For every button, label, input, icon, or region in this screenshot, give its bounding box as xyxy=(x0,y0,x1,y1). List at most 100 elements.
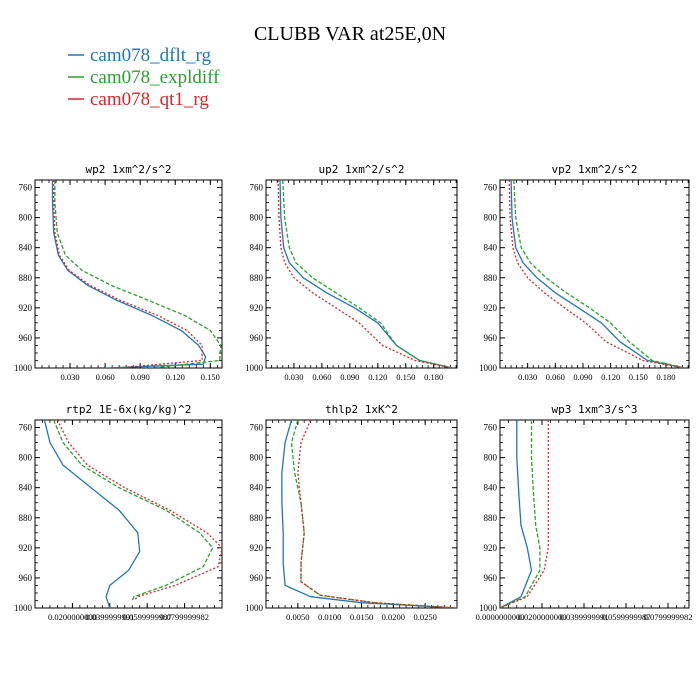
panel-rtp2: rtp2 1E-6x(kg/kg)^2 760 800 840 880 920 960 100… xyxy=(14,403,223,622)
y-tick-label-wp2: 760 xyxy=(19,183,33,193)
x-tick-label-wp3: 0.0799999982 xyxy=(644,612,693,622)
y-tick-label-thlp2: 760 xyxy=(250,423,264,433)
y-tick-label-vp2: 960 xyxy=(484,333,498,343)
y-tick-label-wp3: 880 xyxy=(484,513,498,523)
x-tick-label-vp2: 0.180 xyxy=(656,372,675,382)
x-tick-label-wp3: 0.0000000000 xyxy=(476,612,525,622)
series-line-expldiff-wp2 xyxy=(54,180,222,368)
panel-title-thlp2: thlp2 1xK^2 xyxy=(325,403,398,416)
legend-label-qt1: cam078_qt1_rg xyxy=(90,89,209,110)
panel-frame-rtp2 xyxy=(34,419,223,609)
y-tick-label-wp2: 1000 xyxy=(14,363,33,373)
x-tick-label-up2: 0.150 xyxy=(396,372,415,382)
panel-title-wp2: wp2 1xm^2/s^2 xyxy=(85,163,171,176)
x-tick-label-rtp2: 0.0599999987 xyxy=(123,612,172,622)
x-tick-label-thlp2: 0.0250 xyxy=(413,612,436,622)
y-tick-label-vp2: 920 xyxy=(484,303,498,313)
legend: cam078_dflt_rg cam078_expldiff cam078_qt… xyxy=(68,45,220,110)
x-tick-label-wp3: 0.0599999987 xyxy=(602,612,651,622)
y-tick-label-thlp2: 920 xyxy=(250,543,264,553)
x-tick-label-thlp2: 0.0150 xyxy=(350,612,373,622)
y-tick-label-thlp2: 960 xyxy=(250,573,264,583)
series-line-dflt-rtp2 xyxy=(43,420,141,608)
series-line-dflt-wp3 xyxy=(500,420,533,608)
y-tick-label-thlp2: 800 xyxy=(250,453,264,463)
x-tick-label-wp3: 0.0399999991 xyxy=(560,612,609,622)
x-tick-label-up2: 0.030 xyxy=(284,372,303,382)
y-tick-label-up2: 920 xyxy=(250,303,264,313)
series-line-qt1-wp2 xyxy=(53,180,203,368)
series-line-expldiff-thlp2 xyxy=(290,420,457,608)
x-tick-label-wp2: 0.150 xyxy=(201,372,220,382)
panel-thlp2: thlp2 1xK^2 760 800 840 880 920 960 1000 0.0050 0… xyxy=(245,403,458,622)
y-tick-label-wp3: 840 xyxy=(484,483,498,493)
y-tick-label-vp2: 800 xyxy=(484,213,498,223)
y-tick-label-rtp2: 760 xyxy=(19,423,33,433)
y-tick-label-vp2: 840 xyxy=(484,243,498,253)
y-tick-label-wp3: 1000 xyxy=(479,603,498,613)
x-tick-label-thlp2: 0.0200 xyxy=(382,612,405,622)
panel-frame-vp2 xyxy=(499,179,690,369)
series-line-dflt-wp2 xyxy=(51,180,207,368)
y-tick-label-rtp2: 880 xyxy=(19,513,33,523)
x-tick-label-wp2: 0.060 xyxy=(96,372,115,382)
x-tick-label-vp2: 0.030 xyxy=(518,372,537,382)
x-tick-label-up2: 0.090 xyxy=(340,372,359,382)
y-tick-label-up2: 800 xyxy=(250,213,264,223)
series-line-expldiff-vp2 xyxy=(513,180,685,368)
x-tick-label-vp2: 0.090 xyxy=(573,372,592,382)
y-tick-label-up2: 1000 xyxy=(245,363,264,373)
y-tick-label-wp2: 920 xyxy=(19,303,33,313)
y-tick-label-up2: 840 xyxy=(250,243,264,253)
series-line-dflt-thlp2 xyxy=(281,420,457,608)
y-tick-label-wp2: 880 xyxy=(19,273,33,283)
series-line-qt1-vp2 xyxy=(508,180,685,368)
y-tick-label-up2: 960 xyxy=(250,333,264,343)
y-tick-label-thlp2: 840 xyxy=(250,483,264,493)
series-line-expldiff-rtp2 xyxy=(53,420,214,601)
x-tick-label-wp2: 0.030 xyxy=(61,372,80,382)
y-tick-label-vp2: 760 xyxy=(484,183,498,193)
y-tick-label-rtp2: 1000 xyxy=(14,603,33,613)
series-line-expldiff-wp3 xyxy=(500,420,541,608)
x-tick-label-up2: 0.180 xyxy=(424,372,443,382)
y-tick-label-thlp2: 1000 xyxy=(245,603,264,613)
y-tick-label-rtp2: 920 xyxy=(19,543,33,553)
y-tick-label-rtp2: 960 xyxy=(19,573,33,583)
y-tick-label-vp2: 880 xyxy=(484,273,498,283)
y-tick-label-wp3: 960 xyxy=(484,573,498,583)
series-line-dflt-up2 xyxy=(279,180,453,368)
panel-title-vp2: vp2 1xm^2/s^2 xyxy=(551,163,637,176)
series-line-qt1-rtp2 xyxy=(56,420,222,601)
y-tick-label-thlp2: 880 xyxy=(250,513,264,523)
y-tick-label-wp2: 840 xyxy=(19,243,33,253)
y-tick-label-wp3: 800 xyxy=(484,453,498,463)
y-tick-label-rtp2: 800 xyxy=(19,453,33,463)
panels: wp2 1xm^2/s^2 760 800 840 880 920 960 1000 0.030… xyxy=(14,163,692,622)
x-tick-label-rtp2: 0.0799999982 xyxy=(160,612,209,622)
x-tick-label-thlp2: 0.0050 xyxy=(286,612,309,622)
x-tick-label-rtp2: 0.0399999991 xyxy=(85,612,134,622)
x-tick-label-rtp2: 0.0200000000 xyxy=(48,612,97,622)
x-tick-label-vp2: 0.060 xyxy=(546,372,565,382)
series-line-qt1-thlp2 xyxy=(297,420,457,608)
series-line-qt1-up2 xyxy=(277,180,453,368)
x-tick-label-vp2: 0.120 xyxy=(601,372,620,382)
y-tick-label-up2: 760 xyxy=(250,183,264,193)
panel-wp3: wp3 1xm^3/s^3 760 800 840 880 920 960 10000.000… xyxy=(476,403,693,622)
y-tick-label-wp2: 960 xyxy=(19,333,33,343)
x-tick-label-up2: 0.120 xyxy=(368,372,387,382)
y-tick-label-wp3: 760 xyxy=(484,423,498,433)
x-tick-label-wp2: 0.120 xyxy=(166,372,185,382)
series-line-qt1-wp3 xyxy=(500,420,549,608)
y-tick-label-wp2: 800 xyxy=(19,213,33,223)
panel-frame-thlp2 xyxy=(265,419,458,609)
x-tick-label-wp2: 0.090 xyxy=(131,372,150,382)
figure-title: CLUBB VAR at25E,0N xyxy=(254,23,446,45)
panel-wp2: wp2 1xm^2/s^2 760 800 840 880 920 960 1000 0.030… xyxy=(14,163,223,382)
panel-title-rtp2: rtp2 1E-6x(kg/kg)^2 xyxy=(66,403,192,416)
legend-label-dflt: cam078_dflt_rg xyxy=(90,45,212,66)
panel-frame-wp3 xyxy=(499,419,690,609)
series-line-expldiff-up2 xyxy=(282,180,453,368)
